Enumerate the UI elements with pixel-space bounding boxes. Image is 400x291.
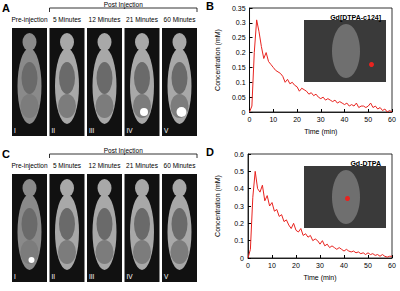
svg-text:5 Minutes: 5 Minutes — [53, 16, 82, 23]
svg-text:21 Minutes: 21 Minutes — [126, 162, 159, 169]
svg-text:0.25: 0.25 — [232, 34, 246, 41]
svg-text:0.3: 0.3 — [234, 203, 244, 210]
svg-text:Pre-injection: Pre-injection — [11, 162, 48, 170]
svg-text:20: 20 — [292, 262, 300, 269]
svg-text:40: 40 — [340, 262, 348, 269]
svg-text:0.1: 0.1 — [236, 79, 246, 86]
svg-text:12 Minutes: 12 Minutes — [89, 162, 122, 169]
svg-text:V: V — [164, 127, 169, 134]
svg-text:0.3: 0.3 — [236, 19, 246, 26]
svg-text:5 Minutes: 5 Minutes — [53, 162, 82, 169]
svg-text:20: 20 — [293, 116, 301, 123]
svg-text:60 Minutes: 60 Minutes — [164, 16, 197, 23]
svg-text:60: 60 — [388, 262, 396, 269]
svg-text:10: 10 — [269, 116, 277, 123]
svg-text:II: II — [52, 273, 56, 280]
svg-text:0.1: 0.1 — [234, 237, 244, 244]
svg-text:0.05: 0.05 — [232, 94, 246, 101]
svg-text:0.2: 0.2 — [234, 220, 244, 227]
svg-text:Time (min): Time (min) — [304, 128, 337, 136]
svg-text:0: 0 — [246, 262, 250, 269]
svg-text:Gd[DTPA-c124]: Gd[DTPA-c124] — [330, 14, 381, 22]
svg-text:Post Injection: Post Injection — [104, 1, 143, 9]
svg-text:IV: IV — [127, 273, 134, 280]
svg-text:I: I — [14, 273, 16, 280]
svg-text:IV: IV — [127, 127, 134, 134]
svg-text:0: 0 — [248, 116, 252, 123]
svg-text:Concentration (mM): Concentration (mM) — [214, 175, 222, 237]
svg-text:0.2: 0.2 — [236, 49, 246, 56]
svg-text:0: 0 — [242, 109, 246, 116]
svg-text:Concentration (mM): Concentration (mM) — [214, 29, 222, 91]
svg-text:0.35: 0.35 — [232, 5, 246, 12]
svg-text:60: 60 — [388, 116, 396, 123]
svg-text:0: 0 — [240, 255, 244, 262]
svg-text:30: 30 — [317, 116, 325, 123]
svg-text:Pre-injection: Pre-injection — [11, 16, 48, 24]
svg-text:II: II — [52, 127, 56, 134]
svg-text:0.15: 0.15 — [232, 64, 246, 71]
svg-text:0.6: 0.6 — [234, 151, 244, 158]
html-text:D: D — [206, 146, 214, 158]
svg-text:60 Minutes: 60 Minutes — [164, 162, 197, 169]
svg-text:40: 40 — [341, 116, 349, 123]
svg-text:III: III — [89, 127, 95, 134]
svg-text:Gd-DTPA: Gd-DTPA — [350, 160, 381, 167]
svg-text:10: 10 — [268, 262, 276, 269]
svg-text:III: III — [89, 273, 95, 280]
svg-text:C: C — [2, 148, 10, 160]
svg-text:Time (min): Time (min) — [303, 274, 336, 282]
svg-text:50: 50 — [364, 116, 372, 123]
svg-text:0.5: 0.5 — [234, 168, 244, 175]
svg-text:I: I — [14, 127, 16, 134]
html-text:B: B — [206, 0, 214, 12]
svg-text:0.4: 0.4 — [234, 185, 244, 192]
svg-text:Post Injection: Post Injection — [104, 147, 143, 155]
svg-text:21 Minutes: 21 Minutes — [126, 16, 159, 23]
svg-text:30: 30 — [316, 262, 324, 269]
svg-text:V: V — [164, 273, 169, 280]
svg-text:A: A — [2, 2, 10, 14]
svg-text:12 Minutes: 12 Minutes — [89, 16, 122, 23]
svg-text:50: 50 — [364, 262, 372, 269]
